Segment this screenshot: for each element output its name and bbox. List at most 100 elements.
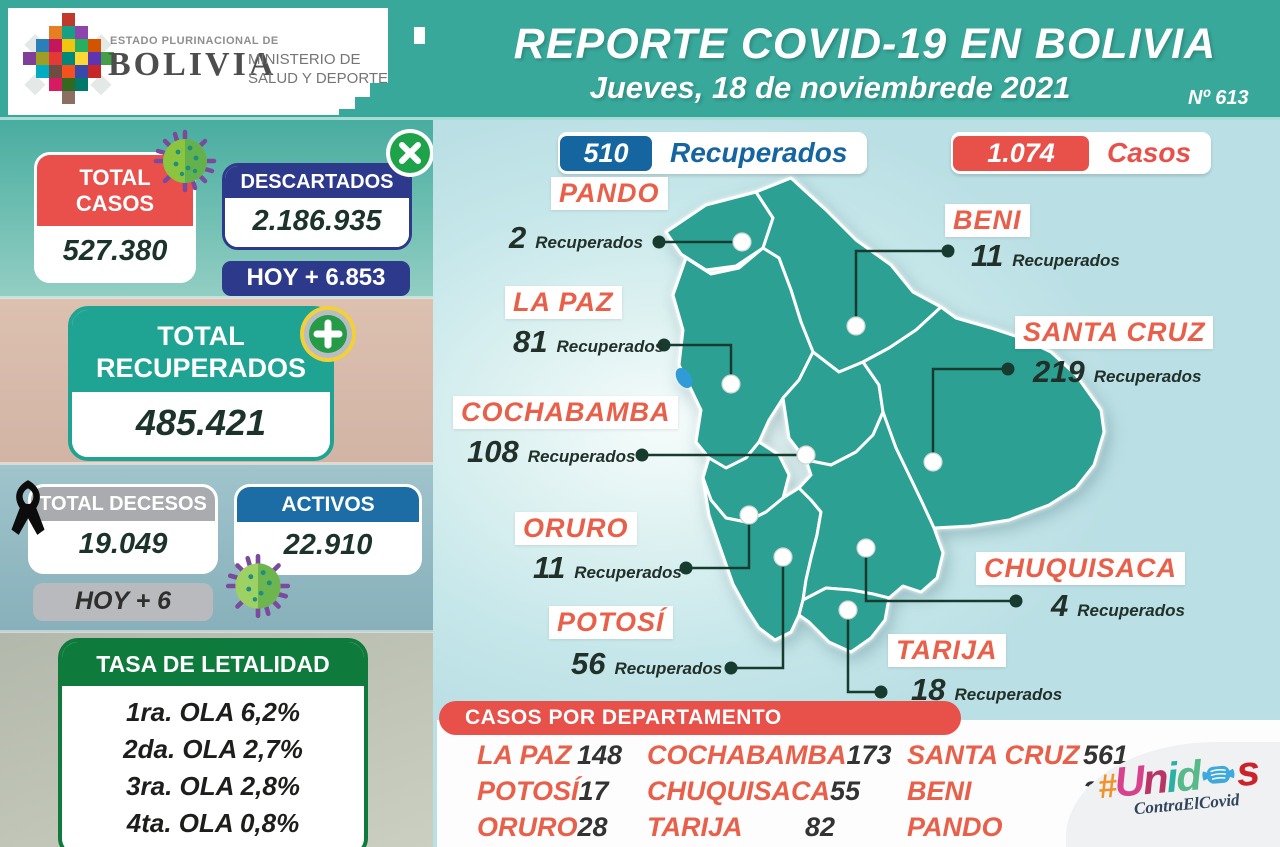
count-santa-cruz: 219 Recuperados [1033,354,1201,390]
map-dots [721,232,943,620]
label-dots [635,235,1023,699]
x-circle-icon [386,129,434,177]
row-name: ORURO [477,812,578,842]
cases-table-column-3: SANTA CRUZ 561 BENI 3 PANDO 7 [907,740,1128,847]
virus-icon [225,553,291,619]
cases-total-label: Casos [1107,137,1192,168]
row-name: POTOSÍ [477,776,579,806]
map-panel: 510 Recuperados 1.074 Casos PANDO 2 Recu… [433,120,1280,847]
total-recuperados-label2: RECUPERADOS [95,353,307,383]
letalidad-row-3: 3ra. OLA 2,8% [126,771,300,801]
descartados-value: 2.186.935 [225,198,409,247]
estado-plurinacional-label: ESTADO PLURINACIONAL DE [110,35,279,47]
total-decesos-header: TOTAL DECESOS [31,487,215,521]
row-value: 28 [577,812,608,842]
count-beni-unit: Recuperados [1012,251,1120,270]
face-mask-icon [1202,765,1235,784]
total-decesos-value: 19.049 [31,521,215,571]
count-cochabamba-value: 108 [467,434,519,469]
count-potosi-unit: Recuperados [614,659,723,678]
stair-step-decoration [414,27,425,44]
count-la-paz-unit: Recuperados [556,337,665,356]
count-pando: 2 Recuperados [509,220,643,256]
cases-table-column-1: LA PAZ 148 POTOSÍ 17 ORURO 28 [477,740,622,847]
report-date: Jueves, 18 de noviembrede 2021 [589,70,1071,105]
mourning-ribbon-icon [11,480,45,535]
row-value: 173 [846,740,892,770]
label-la-paz: LA PAZ [505,286,622,319]
cases-total-value: 1.074 [953,135,1089,171]
row-name: SANTA CRUZ [907,740,1080,770]
campaign-wordmark: # U n i d s [1096,744,1280,808]
count-beni-value: 11 [971,238,1004,273]
header-separator [0,117,1280,121]
label-santa-cruz: SANTA CRUZ [1015,316,1214,349]
row-value: 17 [578,776,609,806]
government-logo-box: ESTADO PLURINACIONAL DE BOLIVIA MINISTER… [8,8,399,115]
recovered-total-badge: 510 Recuperados [558,132,868,174]
page-title: REPORTE COVID-19 EN BOLIVIA [513,20,1217,68]
total-recuperados-header: TOTAL RECUPERADOS [72,310,330,392]
total-casos-label1: TOTAL [79,165,151,190]
recovered-total-value: 510 [560,135,652,171]
row-name: PANDO [907,812,1003,842]
bolivia-map [635,176,1106,699]
ministry-label: MINISTERIO DE SALUD Y DEPORTES [248,50,399,88]
count-santa-cruz-value: 219 [1033,354,1085,389]
unidos-contra-el-covid-logo: # U n i d s ContraElCovid [1096,744,1280,822]
letalidad-row-4: 4ta. OLA 0,8% [126,808,300,838]
tasa-letalidad-header: TASA DE LETALIDAD [62,642,364,686]
label-cochabamba: COCHABAMBA [453,396,679,429]
activos-card: ACTIVOS 22.910 [234,484,422,575]
count-la-paz: 81 Recuperados [513,324,664,360]
ministry-line1: MINISTERIO DE [248,51,361,68]
count-cochabamba-unit: Recuperados [527,447,636,466]
table-row: LA PAZ 148 [477,740,622,776]
row-value: 82 [805,812,836,842]
band-divider [0,462,433,465]
letter-s: s [1234,746,1260,796]
activos-header: ACTIVOS [237,487,419,522]
table-row: ORURO 28 [477,812,622,847]
bolivia-departments [664,176,1106,654]
label-potosi: POTOSÍ [549,606,673,639]
label-beni: BENI [945,204,1030,237]
decesos-hoy-pill: HOY + 6 [33,583,213,621]
total-casos-value: 527.380 [37,226,193,280]
virus-icon [153,129,217,193]
chakana-logo-icon [23,13,114,104]
cases-table-column-2: COCHABAMBA 173 CHUQUISACA 55 TARIJA 82 [647,740,892,847]
ministry-line2: SALUD Y DEPORTES [248,70,399,87]
total-recuperados-value: 485.421 [72,392,330,457]
bolivia-wordmark: BOLIVIA [108,46,277,83]
plus-circle-icon [300,306,356,362]
letalidad-row-1: 1ra. OLA 6,2% [126,697,300,727]
descartados-header: DESCARTADOS [225,166,409,198]
letalidad-row-2: 2da. OLA 2,7% [123,734,303,764]
table-row: SANTA CRUZ 561 [907,740,1128,776]
total-recuperados-label1: TOTAL [157,321,245,351]
descartados-hoy-pill: HOY + 6.853 [222,261,410,296]
band-divider [0,630,433,633]
descartados-card: DESCARTADOS 2.186.935 [222,163,412,250]
table-row: CHUQUISACA 55 [647,776,892,812]
table-row: TARIJA 82 [647,812,892,847]
count-potosi: 56 Recuperados [571,646,722,682]
row-name: COCHABAMBA [647,740,847,770]
report-number: Nº 613 [1188,87,1249,109]
row-name: CHUQUISACA [647,776,831,806]
table-row: COCHABAMBA 173 [647,740,892,776]
map-region-tarija [797,586,891,654]
label-oruro: ORURO [515,512,637,545]
total-decesos-card: TOTAL DECESOS 19.049 [28,484,218,574]
label-chuquisaca: CHUQUISACA [976,552,1186,585]
leader-lines [642,240,1016,694]
count-potosi-value: 56 [571,646,606,681]
count-pando-value: 2 [509,220,527,255]
map-region-chuquisaca [797,410,945,602]
count-cochabamba: 108 Recuperados [467,434,635,470]
row-value: 148 [577,740,623,770]
row-name: LA PAZ [477,740,572,770]
row-name: TARIJA [647,812,743,842]
